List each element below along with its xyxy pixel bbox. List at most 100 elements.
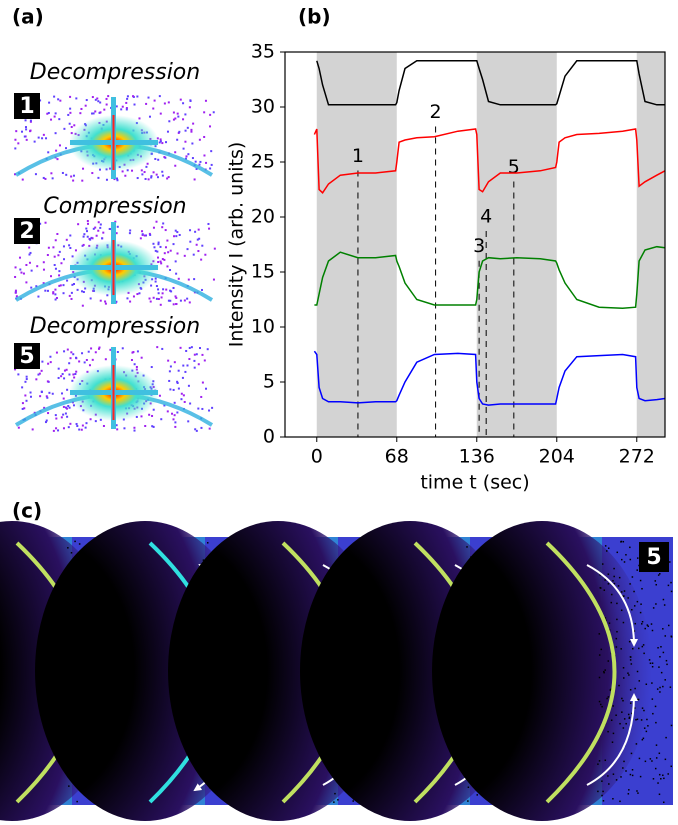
dot	[156, 346, 159, 349]
dot	[54, 239, 57, 242]
dot	[189, 402, 192, 405]
dot	[47, 111, 50, 114]
dot	[66, 279, 69, 282]
dot	[75, 356, 78, 359]
speckle	[601, 780, 603, 782]
speckle	[663, 604, 666, 606]
badge-box	[14, 93, 40, 119]
dot	[201, 381, 204, 384]
dot	[82, 167, 85, 170]
dot	[133, 363, 136, 366]
dot	[49, 355, 52, 358]
dot	[190, 346, 193, 349]
dot	[64, 412, 67, 415]
speckle	[603, 589, 606, 591]
speckle	[656, 688, 659, 690]
dot	[212, 278, 215, 281]
speckle	[644, 760, 647, 763]
speckle	[466, 546, 468, 548]
dot	[54, 288, 57, 291]
speckle	[631, 774, 634, 777]
speckle	[657, 647, 659, 649]
dot	[157, 261, 160, 264]
dot	[205, 387, 208, 390]
speckle	[333, 801, 335, 803]
speckle	[623, 677, 625, 679]
dot	[52, 246, 55, 249]
dot	[167, 251, 170, 254]
dot	[37, 136, 40, 139]
speckle	[606, 697, 608, 700]
speckle	[620, 541, 622, 543]
dot	[166, 130, 169, 133]
speckle	[664, 635, 667, 637]
dot	[182, 118, 185, 121]
dot	[144, 177, 147, 180]
speckle	[601, 563, 604, 565]
dot	[69, 111, 72, 114]
dot	[148, 297, 151, 300]
speckle	[612, 705, 614, 707]
dot	[51, 392, 54, 395]
dot	[20, 271, 23, 274]
speckle	[636, 790, 638, 792]
speckle	[629, 773, 632, 776]
beam-stop	[432, 521, 652, 821]
dot	[72, 283, 75, 286]
dot	[84, 104, 87, 107]
dot	[169, 299, 172, 302]
speckle	[604, 545, 607, 547]
dot	[198, 138, 201, 141]
dot	[36, 265, 39, 268]
panel-label: (c)	[12, 499, 42, 523]
dot	[60, 416, 63, 419]
dot	[25, 281, 28, 284]
dot	[157, 292, 160, 295]
speckle	[602, 800, 605, 802]
dot	[75, 422, 78, 425]
dot	[160, 296, 163, 299]
dot	[91, 172, 94, 175]
dot	[132, 351, 135, 354]
dot	[183, 400, 186, 403]
speckle	[621, 558, 623, 561]
dot	[171, 412, 174, 415]
dot	[183, 254, 186, 257]
dot	[184, 129, 187, 132]
dot	[73, 124, 76, 127]
dot	[157, 256, 160, 259]
dot	[200, 288, 203, 291]
dot	[168, 370, 171, 373]
dot	[71, 379, 74, 382]
chart: 1 2 3 4 5 0 5 10 15 20 25 30 35 0 68 136 204 272 time t (s…	[226, 41, 666, 494]
dot	[177, 131, 180, 134]
speckle	[607, 696, 610, 698]
dot	[147, 96, 150, 99]
dot	[212, 111, 215, 114]
speckle	[644, 627, 646, 630]
dot	[174, 229, 177, 232]
dot	[210, 163, 213, 166]
dot	[173, 361, 176, 364]
dot	[38, 372, 41, 375]
dot	[81, 244, 84, 247]
dot	[136, 350, 139, 353]
dot	[198, 347, 201, 350]
dot	[207, 222, 210, 225]
speckle	[627, 793, 630, 795]
dot	[116, 225, 119, 228]
dot	[116, 350, 119, 353]
dot	[49, 361, 52, 364]
speckle	[616, 551, 619, 554]
dot	[91, 237, 94, 240]
dot	[154, 157, 157, 160]
speckle	[662, 628, 664, 630]
dot	[189, 240, 192, 243]
dot	[141, 173, 144, 176]
speckle	[667, 773, 669, 775]
dot	[176, 138, 179, 141]
speckle	[627, 597, 629, 599]
y-tick-label: 30	[251, 96, 275, 118]
dot	[39, 99, 42, 102]
